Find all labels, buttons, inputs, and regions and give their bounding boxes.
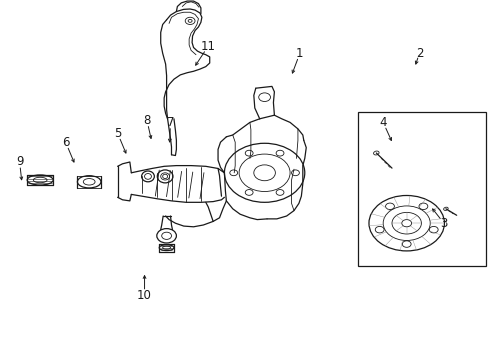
- Text: 1: 1: [296, 47, 304, 60]
- Text: 6: 6: [62, 136, 70, 149]
- Text: 9: 9: [16, 156, 24, 168]
- Text: 5: 5: [114, 127, 122, 140]
- Text: 10: 10: [137, 289, 152, 302]
- Text: 8: 8: [143, 114, 151, 127]
- Bar: [358, 112, 486, 266]
- Text: 2: 2: [416, 47, 423, 60]
- Text: 11: 11: [201, 40, 216, 53]
- Text: 4: 4: [379, 116, 387, 129]
- Text: 7: 7: [167, 116, 174, 129]
- Text: 3: 3: [440, 217, 448, 230]
